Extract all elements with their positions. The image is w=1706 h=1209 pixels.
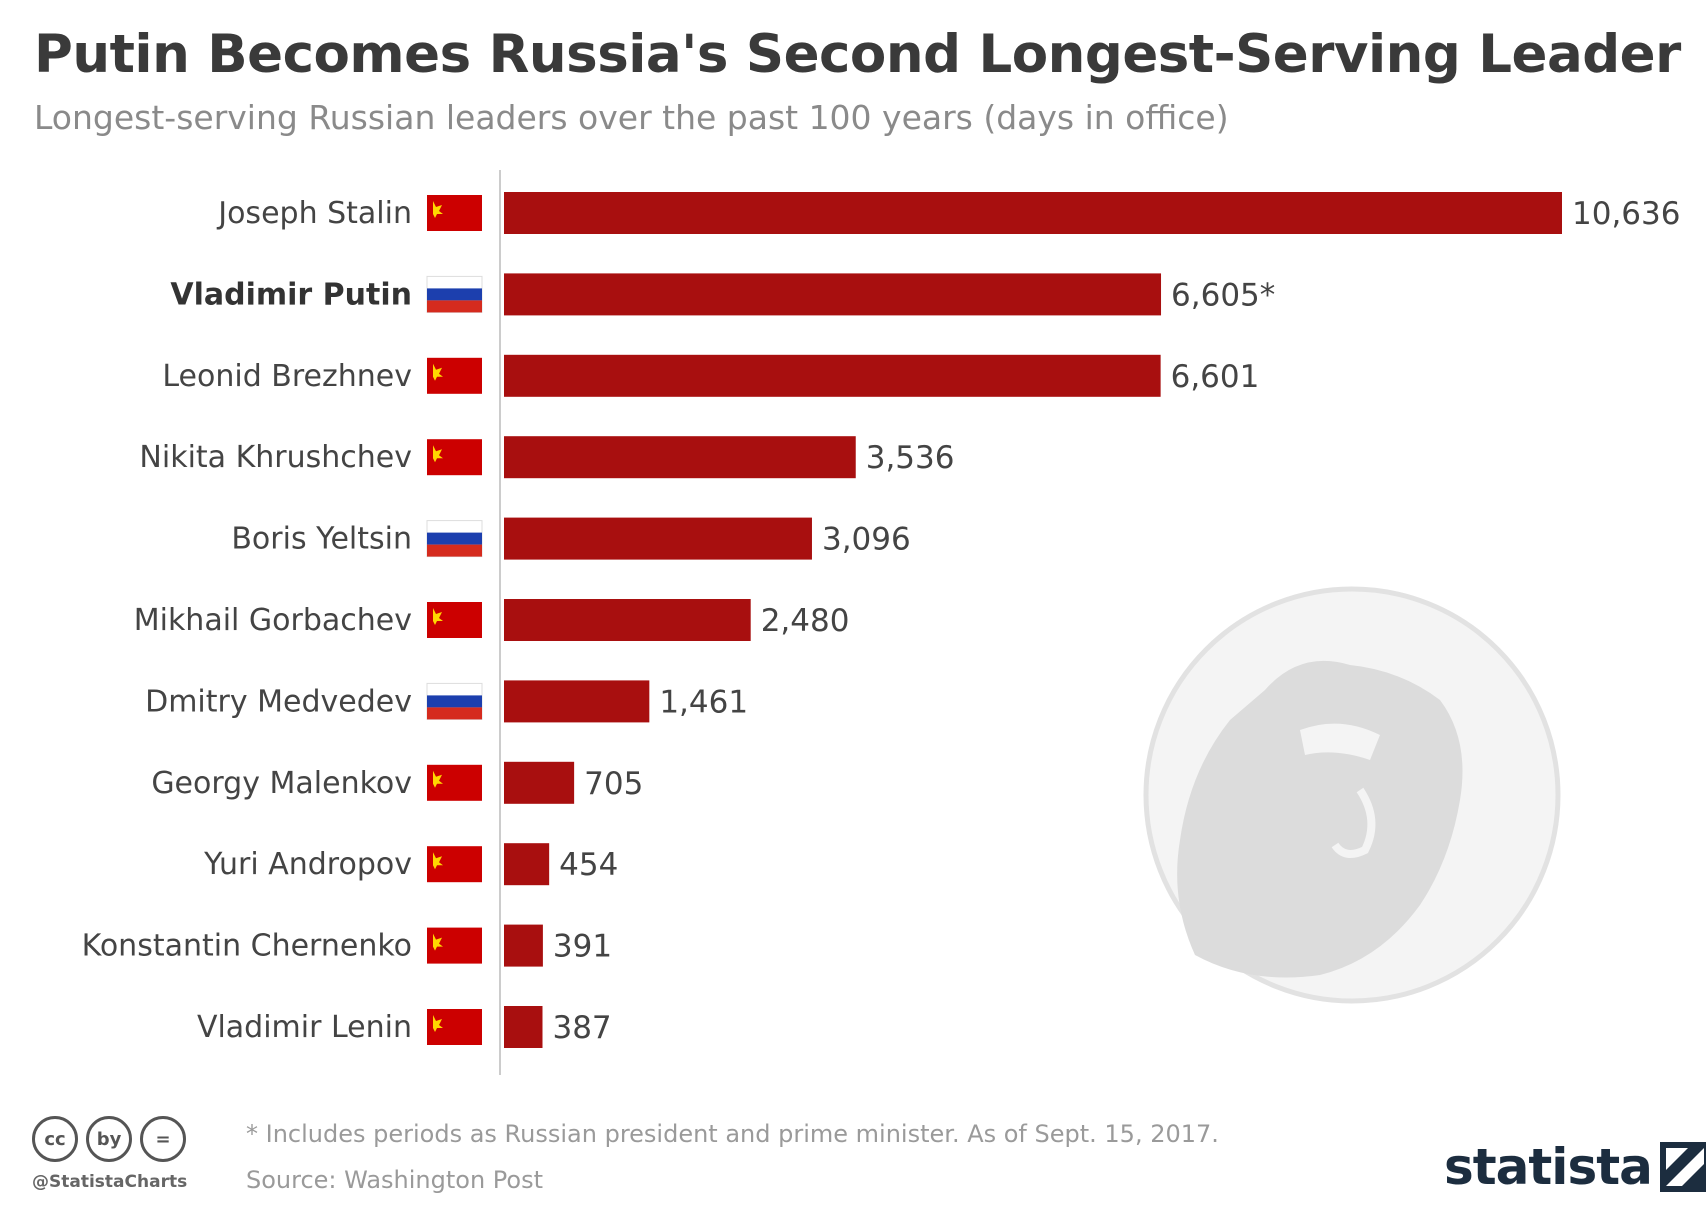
brand-name: statista xyxy=(1444,1138,1653,1196)
chart-subtitle: Longest-serving Russian leaders over the… xyxy=(34,98,1229,137)
category-label-vladimir-putin: Vladimir Putin xyxy=(170,277,412,312)
russia-flag-icon xyxy=(426,682,483,720)
bar-mikhail-gorbachev xyxy=(504,599,751,641)
ussr-flag-icon xyxy=(427,764,482,801)
value-label-vladimir-putin: 6,605* xyxy=(1171,277,1275,313)
value-label-leonid-brezhnev: 6,601 xyxy=(1171,359,1260,395)
ussr-flag-icon xyxy=(427,439,482,476)
bar-georgy-malenkov xyxy=(504,761,575,804)
bar-vladimir-putin xyxy=(504,273,1162,316)
value-label-mikhail-gorbachev: 2,480 xyxy=(761,603,850,639)
bar-dmitry-medvedev xyxy=(504,680,650,723)
ussr-flag-icon xyxy=(427,846,482,883)
category-label-konstantin-chernenko: Konstantin Chernenko xyxy=(82,929,412,964)
category-label-dmitry-medvedev: Dmitry Medvedev xyxy=(145,684,412,719)
license-icons: cc by = xyxy=(32,1116,186,1162)
creative-commons-icon: cc xyxy=(32,1116,78,1162)
value-label-dmitry-medvedev: 1,461 xyxy=(659,684,748,720)
value-label-boris-yeltsin: 3,096 xyxy=(822,522,911,558)
category-label-joseph-stalin: Joseph Stalin xyxy=(216,196,412,231)
ussr-flag-icon xyxy=(427,927,482,964)
ussr-flag-icon xyxy=(427,1009,482,1045)
value-label-nikita-khrushchev: 3,536 xyxy=(866,440,955,476)
category-label-yuri-andropov: Yuri Andropov xyxy=(203,847,412,882)
russia-flag-icon xyxy=(426,520,483,558)
chart-title: Putin Becomes Russia's Second Longest-Se… xyxy=(34,24,1681,85)
bar-leonid-brezhnev xyxy=(504,354,1161,397)
category-label-georgy-malenkov: Georgy Malenkov xyxy=(151,766,412,801)
value-label-joseph-stalin: 10,636 xyxy=(1572,196,1680,232)
ussr-flag-icon xyxy=(427,195,482,231)
category-label-vladimir-lenin: Vladimir Lenin xyxy=(197,1010,412,1045)
social-handle: @StatistaCharts xyxy=(32,1172,188,1192)
value-label-yuri-andropov: 454 xyxy=(559,847,618,883)
category-label-boris-yeltsin: Boris Yeltsin xyxy=(231,522,412,557)
bar-vladimir-lenin xyxy=(504,1006,543,1048)
statista-mark-icon xyxy=(1659,1142,1706,1192)
attribution-icon: by xyxy=(86,1116,132,1162)
footnote: * Includes periods as Russian president … xyxy=(246,1120,1219,1148)
source-note: Source: Washington Post xyxy=(246,1166,544,1194)
bar-nikita-khrushchev xyxy=(504,436,856,479)
category-label-nikita-khrushchev: Nikita Khrushchev xyxy=(139,440,412,475)
ussr-flag-icon xyxy=(427,357,482,394)
bar-konstantin-chernenko xyxy=(504,924,543,967)
putin-watermark-illustration xyxy=(1143,586,1561,1004)
value-label-konstantin-chernenko: 391 xyxy=(553,929,612,965)
bar-boris-yeltsin xyxy=(504,517,812,560)
bar-chart: Joseph Stalin 10,636 Vladimir Putin 6,605* L… xyxy=(82,170,1680,1075)
bar-yuri-andropov xyxy=(504,843,550,886)
ussr-flag-icon xyxy=(427,602,482,638)
category-label-leonid-brezhnev: Leonid Brezhnev xyxy=(162,359,412,394)
value-label-vladimir-lenin: 387 xyxy=(552,1010,611,1046)
category-label-mikhail-gorbachev: Mikhail Gorbachev xyxy=(134,603,412,638)
no-derivatives-icon: = xyxy=(140,1116,186,1162)
russia-flag-icon xyxy=(426,275,483,313)
value-label-georgy-malenkov: 705 xyxy=(584,766,643,802)
statista-logo: statista xyxy=(1444,1138,1706,1196)
bar-joseph-stalin xyxy=(504,192,1562,234)
